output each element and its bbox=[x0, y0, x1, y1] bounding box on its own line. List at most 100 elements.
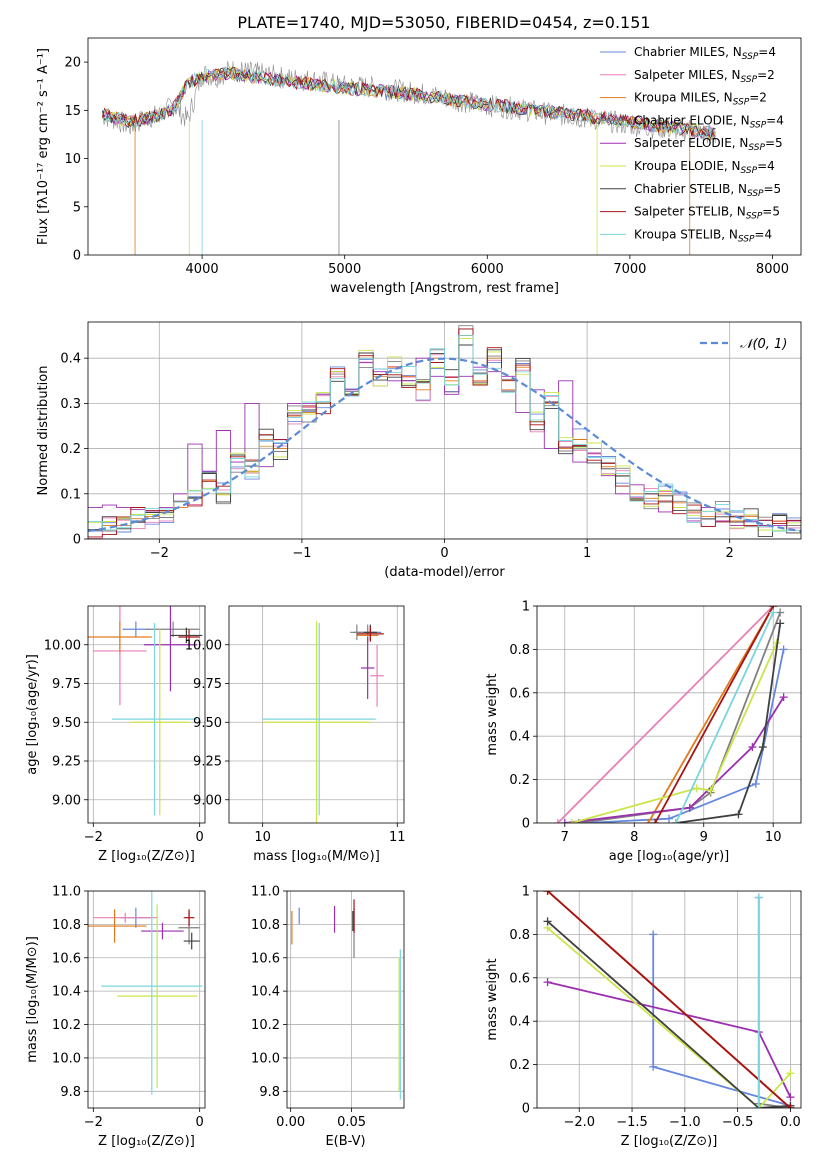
x-tick-label: 0 bbox=[440, 546, 448, 561]
axes-frame bbox=[87, 321, 802, 540]
y-tick-label: 9.8 bbox=[60, 1085, 81, 1100]
x-tick-label: 11 bbox=[389, 830, 406, 845]
panel-massweight-vs-Z: −2.0 −1.5 −1.0 −0.5 0.0 0 0.2 0.4 0.6 0.8 1 Z [log₁… bbox=[485, 885, 802, 1149]
mass-weight-line bbox=[547, 891, 791, 1108]
mass-weight-line bbox=[578, 612, 782, 823]
axes-frame bbox=[228, 605, 405, 824]
legend-label: 𝒩(0, 1) bbox=[740, 337, 787, 352]
mass-weight-line bbox=[571, 642, 778, 823]
y-axis-label: mass [log₁₀(M/M⊙)] bbox=[25, 936, 40, 1063]
y-tick-label: 0.6 bbox=[509, 971, 530, 986]
x-tick-label: −1 bbox=[292, 546, 311, 561]
legend-label: Chabrier STELIB, NSSP=5 bbox=[634, 182, 781, 199]
x-tick-label: 10 bbox=[765, 830, 782, 845]
x-tick-label: 8000 bbox=[756, 262, 789, 277]
x-tick-label: 5000 bbox=[328, 262, 361, 277]
model-spectrum bbox=[102, 66, 716, 139]
legend-label: Chabrier MILES, NSSP=4 bbox=[634, 45, 776, 62]
mass-weight-line bbox=[557, 606, 774, 823]
residual-histogram bbox=[88, 334, 801, 532]
legend-label: Kroupa ELODIE, NSSP=4 bbox=[634, 159, 775, 176]
legend-label: Salpeter ELODIE, NSSP=5 bbox=[634, 136, 783, 153]
y-tick-label: 10.6 bbox=[251, 951, 280, 966]
x-axis-label: (data-model)/error bbox=[384, 565, 505, 580]
x-axis-label: age [log₁₀(age/yr)] bbox=[609, 849, 730, 864]
panel-residuals: −2 −1 0 1 2 0 0.1 0.2 0.3 0.4 (data-model)/error No… bbox=[36, 321, 802, 580]
y-tick-label: 0.2 bbox=[60, 442, 81, 457]
x-tick-label: 0.0 bbox=[780, 1115, 801, 1130]
y-tick-label: 0.8 bbox=[509, 643, 530, 658]
legend-label: Chabrier ELODIE, NSSP=4 bbox=[634, 113, 784, 130]
panel-age-vs-Z: −2 0 9.00 9.25 9.50 9.75 10.00 Z [log₁₀(Z/Z⊙)] a… bbox=[25, 605, 206, 864]
model-spectrum bbox=[102, 65, 716, 139]
x-tick-label: −1.5 bbox=[616, 1115, 648, 1130]
axes-frame bbox=[87, 890, 206, 1109]
mass-weight-line bbox=[675, 623, 782, 823]
y-tick-label: 9.50 bbox=[52, 716, 81, 731]
x-tick-label: 4000 bbox=[186, 262, 219, 277]
y-axis-label: age [log₁₀(age/yr)] bbox=[25, 654, 40, 775]
y-tick-label: 0 bbox=[522, 1102, 530, 1117]
plot-area bbox=[88, 606, 205, 823]
panel-spectrum: 4000 5000 6000 7000 8000 0 5 10 15 20 wavelength [… bbox=[36, 37, 802, 296]
y-tick-label: 10 bbox=[64, 152, 81, 167]
panel-age-vs-mass: 10 11 9.00 9.25 9.50 9.75 10.00 mass [log₁₀(M/M… bbox=[185, 605, 406, 864]
y-tick-label: 0.2 bbox=[509, 773, 530, 788]
y-tick-label: 0.1 bbox=[60, 487, 81, 502]
y-axis-label: mass weight bbox=[485, 958, 500, 1040]
y-tick-label: 0 bbox=[73, 249, 81, 264]
legend-label: Salpeter MILES, NSSP=2 bbox=[634, 68, 775, 85]
x-axis-label: E(B-V) bbox=[325, 1134, 365, 1149]
mass-weight-line bbox=[547, 920, 791, 1108]
mass-weight-line bbox=[654, 606, 774, 823]
x-axis-label: mass [log₁₀(M/M⊙)] bbox=[253, 849, 380, 864]
y-tick-label: 0.3 bbox=[60, 397, 81, 412]
y-tick-label: 11.0 bbox=[52, 885, 81, 900]
x-tick-label: 1 bbox=[583, 546, 591, 561]
gaussian-curve bbox=[88, 357, 801, 533]
legend-label: Kroupa MILES, NSSP=2 bbox=[634, 91, 767, 108]
plot-area bbox=[537, 891, 801, 1108]
y-tick-label: 20 bbox=[64, 56, 81, 71]
panel-mass-vs-Z: −2 0 9.8 10.0 10.2 10.4 10.6 10.8 11.0 Z [log₁₀(Z… bbox=[25, 885, 206, 1149]
y-tick-label: 0 bbox=[522, 817, 530, 832]
y-tick-label: 9.25 bbox=[52, 755, 81, 770]
y-tick-label: 9.75 bbox=[193, 677, 222, 692]
x-tick-label: 0.00 bbox=[276, 1115, 305, 1130]
y-tick-label: 9.25 bbox=[193, 755, 222, 770]
y-tick-label: 1 bbox=[522, 600, 530, 615]
panel-mass-vs-EBV: 0.00 0.05 9.8 10.0 10.2 10.4 10.6 10.8 11.0 E(B-V… bbox=[251, 885, 405, 1149]
y-tick-label: 9.00 bbox=[193, 793, 222, 808]
x-tick-label: 0 bbox=[196, 1115, 204, 1130]
y-tick-label: 15 bbox=[64, 104, 81, 119]
mass-weight-line bbox=[547, 927, 792, 1108]
x-tick-label: 6000 bbox=[471, 262, 504, 277]
y-tick-label: 10.00 bbox=[44, 638, 81, 653]
y-tick-label: 10.2 bbox=[251, 1018, 280, 1033]
y-tick-label: 10.00 bbox=[185, 638, 222, 653]
axes-frame bbox=[286, 890, 405, 1109]
y-axis-label: Normed distribution bbox=[36, 366, 51, 496]
y-tick-label: 10.0 bbox=[251, 1051, 280, 1066]
y-tick-label: 10.2 bbox=[52, 1018, 81, 1033]
mass-weight-line bbox=[675, 612, 775, 823]
y-tick-label: 9.50 bbox=[193, 716, 222, 731]
y-tick-label: 1 bbox=[522, 885, 530, 900]
legend-label: Salpeter STELIB, NSSP=5 bbox=[634, 205, 780, 222]
x-axis-label: Z [log₁₀(Z/Z⊙)] bbox=[98, 849, 195, 864]
x-tick-label: −2 bbox=[84, 1115, 103, 1130]
mass-weight-line bbox=[564, 696, 785, 823]
x-tick-label: 7 bbox=[561, 830, 569, 845]
axes-frame bbox=[87, 37, 802, 256]
mass-weight-line bbox=[647, 606, 774, 823]
plot-area bbox=[88, 891, 205, 1108]
x-tick-label: 7000 bbox=[613, 262, 646, 277]
y-tick-label: 10.8 bbox=[251, 918, 280, 933]
x-tick-label: 0 bbox=[196, 830, 204, 845]
mass-weight-line bbox=[652, 934, 791, 1107]
y-tick-label: 0.8 bbox=[509, 928, 530, 943]
x-tick-label: 2 bbox=[726, 546, 734, 561]
x-tick-label: −2 bbox=[84, 830, 103, 845]
